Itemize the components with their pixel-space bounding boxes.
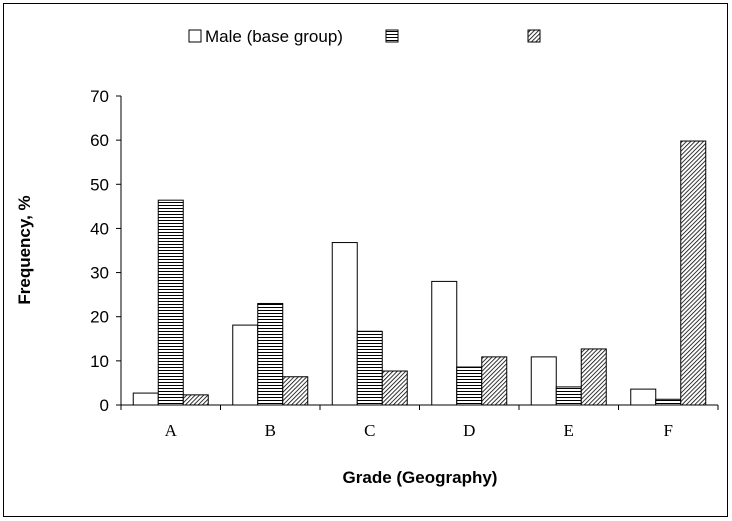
bar-A-1: [132, 392, 159, 406]
x-tick-label: D: [463, 421, 475, 440]
bar-F-3: [680, 140, 707, 406]
legend-swatch-1: [188, 29, 202, 43]
x-tick-label: B: [265, 421, 276, 440]
bar-D-3: [481, 356, 508, 406]
bar-B-3: [282, 376, 309, 406]
legend-label: Male (base group): [205, 27, 343, 46]
bar-D-2: [456, 366, 483, 406]
x-tick-label: E: [564, 421, 574, 440]
bar-E-1: [530, 356, 557, 406]
y-tick-label: 60: [90, 131, 109, 150]
chart-frame: [3, 3, 728, 517]
bar-C-3: [381, 370, 408, 406]
bar-B-2: [257, 302, 284, 406]
x-tick-label: C: [364, 421, 375, 440]
x-tick-label: A: [165, 421, 178, 440]
bar-E-2: [555, 386, 582, 406]
x-axis-title: Grade (Geography): [343, 468, 498, 487]
y-tick-label: 50: [90, 175, 109, 194]
x-tick-label: F: [664, 421, 673, 440]
bar-B-1: [232, 324, 259, 406]
legend-swatch-3: [527, 29, 541, 43]
bar-F-1: [630, 388, 657, 406]
y-tick-label: 20: [90, 308, 109, 327]
y-tick-label: 0: [100, 396, 109, 415]
bars: [132, 140, 707, 406]
bar-F-2: [655, 398, 682, 406]
legend-swatch-2: [385, 29, 399, 43]
bar-A-2: [157, 199, 184, 406]
bar-A-3: [182, 394, 209, 406]
legend: Male (base group): [188, 27, 541, 46]
bar-E-3: [580, 348, 607, 406]
axes: 0 10 20 30 40 50 60 70 A B C D E F: [90, 87, 719, 440]
bar-C-2: [356, 330, 383, 406]
y-axis-title: Frequency, %: [15, 195, 34, 304]
bar-C-1: [331, 242, 358, 406]
y-tick-label: 70: [90, 87, 109, 106]
y-tick-label: 30: [90, 264, 109, 283]
y-tick-label: 10: [90, 352, 109, 371]
bar-D-1: [431, 280, 458, 406]
y-tick-label: 40: [90, 219, 109, 238]
